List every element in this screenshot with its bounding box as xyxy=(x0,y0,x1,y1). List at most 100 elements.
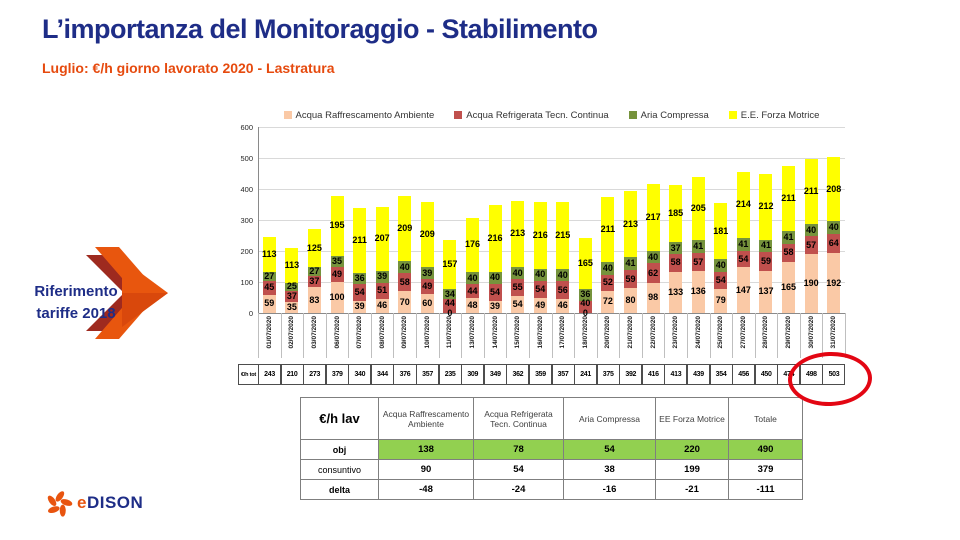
bar-segment xyxy=(398,273,412,292)
x-axis-separator xyxy=(845,313,846,358)
bar-value-label: 211 xyxy=(600,223,616,234)
x-axis-separator xyxy=(393,313,395,358)
x-axis-separator xyxy=(664,313,666,358)
bar-segment xyxy=(736,171,750,238)
x-axis-category-label: 15/07/2020 xyxy=(514,316,522,349)
bar-segment xyxy=(601,290,615,313)
x-axis-separator xyxy=(303,313,305,358)
x-axis-separator xyxy=(619,313,621,358)
totals-cell: 450 xyxy=(754,364,778,385)
bar-value-label: 147 xyxy=(735,284,751,295)
x-axis-category-label: 02/07/2020 xyxy=(288,316,296,349)
x-axis-category-label: 20/07/2020 xyxy=(604,316,612,349)
y-axis-tick-label: 100 xyxy=(240,277,253,287)
bar-value-label: 213 xyxy=(623,218,639,229)
totals-cell: 340 xyxy=(348,364,372,385)
bar-segment xyxy=(330,282,344,313)
bar-segment xyxy=(511,200,525,267)
bar-value-label: 211 xyxy=(781,192,796,203)
bar-segment xyxy=(624,257,638,270)
table-cell: 54 xyxy=(473,459,564,480)
bar-segment xyxy=(736,267,750,313)
x-axis-category-label: 07/07/2020 xyxy=(356,316,364,349)
totals-cell: 241 xyxy=(574,364,598,385)
bar-segment xyxy=(420,294,434,313)
bar-value-label: 217 xyxy=(645,211,661,222)
bar-segment xyxy=(465,217,479,273)
bar-value-label: 125 xyxy=(306,242,322,253)
bar-segment xyxy=(398,260,412,274)
bar-value-label: 39 xyxy=(490,301,501,312)
bar-value-label: 70 xyxy=(399,296,410,307)
table-cell: 138 xyxy=(378,439,474,460)
x-axis-separator xyxy=(777,313,779,358)
bar-segment xyxy=(714,288,728,313)
bar-segment xyxy=(691,176,705,241)
x-axis-separator xyxy=(754,313,756,358)
bar-value-label: 0 xyxy=(582,307,588,318)
bar-segment xyxy=(827,221,841,234)
x-axis-category-label: 09/07/2020 xyxy=(401,316,409,349)
bar-segment xyxy=(307,267,321,276)
x-axis-category-label: 22/07/2020 xyxy=(649,316,657,349)
bar-segment xyxy=(736,237,750,251)
bar-segment xyxy=(330,195,344,256)
bar-segment xyxy=(330,255,344,267)
x-axis-separator xyxy=(574,313,576,358)
totals-cell: 210 xyxy=(280,364,304,385)
bar-value-label: 40 xyxy=(715,260,726,271)
x-axis-separator xyxy=(528,313,530,358)
bar-value-label: 40 xyxy=(535,269,546,280)
bar-segment xyxy=(556,202,570,269)
y-axis-line xyxy=(258,127,259,313)
bar-segment xyxy=(420,279,434,295)
legend-swatch-icon xyxy=(454,111,463,119)
bar-value-label: 54 xyxy=(738,253,749,264)
edison-logo-text: eDISON xyxy=(77,493,143,513)
bar-value-label: 133 xyxy=(668,286,684,297)
gridline xyxy=(258,158,845,159)
y-axis-tick-label: 500 xyxy=(240,153,253,163)
bar-segment xyxy=(691,270,705,313)
bar-segment xyxy=(714,203,728,260)
x-axis-separator xyxy=(416,313,418,358)
totals-row-label: €/h tot xyxy=(238,364,259,385)
bar-value-label: 52 xyxy=(602,277,613,288)
table-cell: -24 xyxy=(473,479,564,500)
totals-cell: 416 xyxy=(641,364,665,385)
x-axis-category-label: 21/07/2020 xyxy=(627,316,634,349)
bar-segment xyxy=(669,184,683,243)
x-axis-category-label: 29/07/2020 xyxy=(785,316,793,349)
table-cell: -48 xyxy=(378,479,474,500)
bar-segment xyxy=(601,262,615,275)
bar-value-label: 54 xyxy=(512,299,523,310)
bar-value-label: 41 xyxy=(693,241,704,252)
bar-segment xyxy=(556,298,570,313)
bar-segment xyxy=(375,206,389,271)
bar-value-label: 214 xyxy=(735,199,751,210)
bar-segment xyxy=(307,275,321,288)
bar-value-label: 185 xyxy=(668,208,684,219)
table-cell: -111 xyxy=(728,479,803,500)
bar-value-label: 62 xyxy=(648,267,659,278)
bar-value-label: 209 xyxy=(397,223,413,234)
x-axis-category-label: 27/07/2020 xyxy=(739,316,747,349)
bar-segment xyxy=(443,288,457,300)
x-axis-separator xyxy=(438,313,440,358)
bar-segment xyxy=(511,266,525,280)
bar-value-label: 54 xyxy=(490,287,501,298)
bar-segment xyxy=(353,207,367,273)
summary-table: €/h lav Acqua Raffrescamento Ambiente Acqu… xyxy=(300,397,803,500)
x-axis-separator xyxy=(732,313,734,358)
x-axis-category-label: 01/07/2020 xyxy=(265,316,273,349)
bar-segment xyxy=(285,247,299,283)
totals-cell: 357 xyxy=(416,364,440,385)
bar-value-label: 34 xyxy=(444,288,455,299)
bar-segment xyxy=(556,281,570,299)
table-cell: 199 xyxy=(655,459,729,480)
bar-value-label: 41 xyxy=(783,232,794,242)
table-cell: 54 xyxy=(563,439,656,460)
bar-segment xyxy=(827,156,841,222)
bar-segment xyxy=(646,263,660,283)
bar-segment xyxy=(533,268,547,282)
